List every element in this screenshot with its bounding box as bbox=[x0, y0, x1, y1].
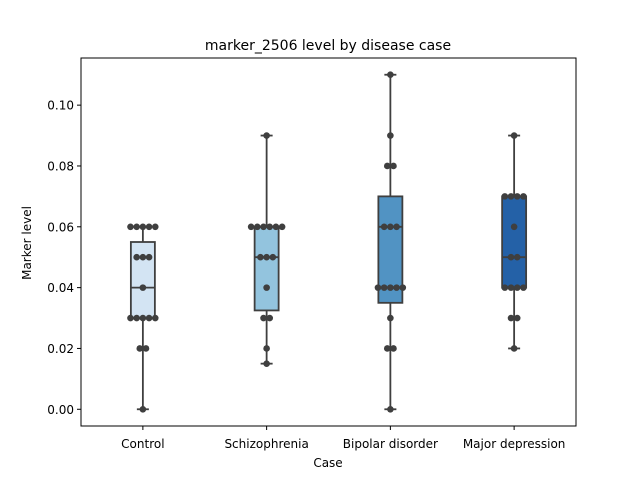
data-point bbox=[263, 284, 270, 291]
data-point bbox=[254, 223, 261, 231]
x-axis-label: Case bbox=[313, 456, 342, 470]
data-point bbox=[127, 223, 134, 231]
data-point bbox=[269, 253, 277, 261]
data-point bbox=[247, 223, 255, 231]
data-point bbox=[139, 284, 147, 291]
data-point bbox=[263, 253, 270, 261]
data-point bbox=[387, 284, 394, 291]
data-point bbox=[260, 314, 267, 322]
data-point bbox=[520, 284, 527, 291]
data-point bbox=[266, 223, 274, 231]
y-axis-label: Marker level bbox=[20, 206, 34, 280]
data-point bbox=[510, 132, 518, 139]
chart-title: marker_2506 level by disease case bbox=[205, 38, 451, 54]
data-point bbox=[266, 314, 274, 322]
data-point bbox=[507, 193, 515, 200]
data-point bbox=[513, 193, 521, 200]
data-point bbox=[390, 345, 397, 352]
box-body bbox=[253, 225, 280, 312]
box-body bbox=[501, 195, 528, 289]
data-point bbox=[139, 405, 147, 413]
data-point bbox=[510, 223, 518, 231]
y-tick-label: 0.08 bbox=[47, 159, 74, 173]
data-point bbox=[393, 223, 400, 231]
data-point bbox=[507, 314, 515, 322]
data-point bbox=[513, 314, 521, 322]
axes-frame bbox=[80, 57, 577, 427]
data-point bbox=[507, 253, 515, 261]
data-point bbox=[260, 223, 267, 231]
data-point bbox=[399, 284, 407, 291]
data-point bbox=[383, 345, 391, 352]
x-tick-label: Major depression bbox=[463, 437, 566, 451]
data-point bbox=[133, 223, 140, 231]
data-point bbox=[387, 405, 394, 413]
data-point bbox=[263, 345, 270, 352]
data-point bbox=[507, 284, 515, 291]
data-point bbox=[145, 253, 153, 261]
data-point bbox=[383, 162, 391, 170]
data-point bbox=[387, 314, 394, 322]
data-point bbox=[374, 284, 382, 291]
x-tick-label: Control bbox=[121, 437, 164, 451]
y-tick-label: 0.06 bbox=[47, 220, 74, 234]
box-group bbox=[247, 132, 286, 367]
data-point bbox=[151, 314, 159, 322]
data-point bbox=[133, 314, 140, 322]
data-point bbox=[387, 71, 394, 79]
box-group bbox=[127, 223, 159, 413]
data-point bbox=[145, 223, 153, 231]
box-body bbox=[129, 241, 156, 319]
data-point bbox=[263, 360, 270, 367]
y-tick-label: 0.02 bbox=[47, 342, 74, 356]
data-point bbox=[139, 314, 147, 322]
data-point bbox=[272, 223, 280, 231]
data-point bbox=[133, 253, 140, 261]
data-point bbox=[139, 223, 147, 231]
data-point bbox=[136, 345, 144, 352]
data-point bbox=[510, 345, 518, 352]
data-point bbox=[145, 314, 153, 322]
data-point bbox=[257, 253, 264, 261]
data-point bbox=[390, 162, 397, 170]
data-point bbox=[520, 193, 527, 200]
plot-area bbox=[80, 57, 577, 427]
data-point bbox=[380, 223, 388, 231]
box-group bbox=[501, 132, 528, 352]
data-point bbox=[263, 132, 270, 139]
data-point bbox=[151, 223, 159, 231]
y-tick-label: 0.00 bbox=[47, 403, 74, 417]
data-point bbox=[278, 223, 286, 231]
y-tick-label: 0.04 bbox=[47, 281, 74, 295]
data-point bbox=[142, 345, 150, 352]
data-point bbox=[380, 284, 388, 291]
data-point bbox=[127, 314, 134, 322]
x-tick-label: Bipolar disorder bbox=[343, 437, 438, 451]
data-point bbox=[501, 193, 509, 200]
data-point bbox=[513, 284, 521, 291]
data-point bbox=[387, 132, 394, 139]
data-point bbox=[393, 284, 400, 291]
axis-ticks: 0.00 0.02 0.04 0.06 0.08 0.10 Control Schizophr… bbox=[47, 99, 565, 451]
data-point bbox=[501, 284, 509, 291]
y-tick-label: 0.10 bbox=[47, 99, 74, 113]
data-point bbox=[513, 253, 521, 261]
box-group bbox=[374, 71, 407, 413]
data-point bbox=[387, 223, 394, 231]
data-point bbox=[139, 253, 147, 261]
x-tick-label: Schizophrenia bbox=[224, 437, 308, 451]
